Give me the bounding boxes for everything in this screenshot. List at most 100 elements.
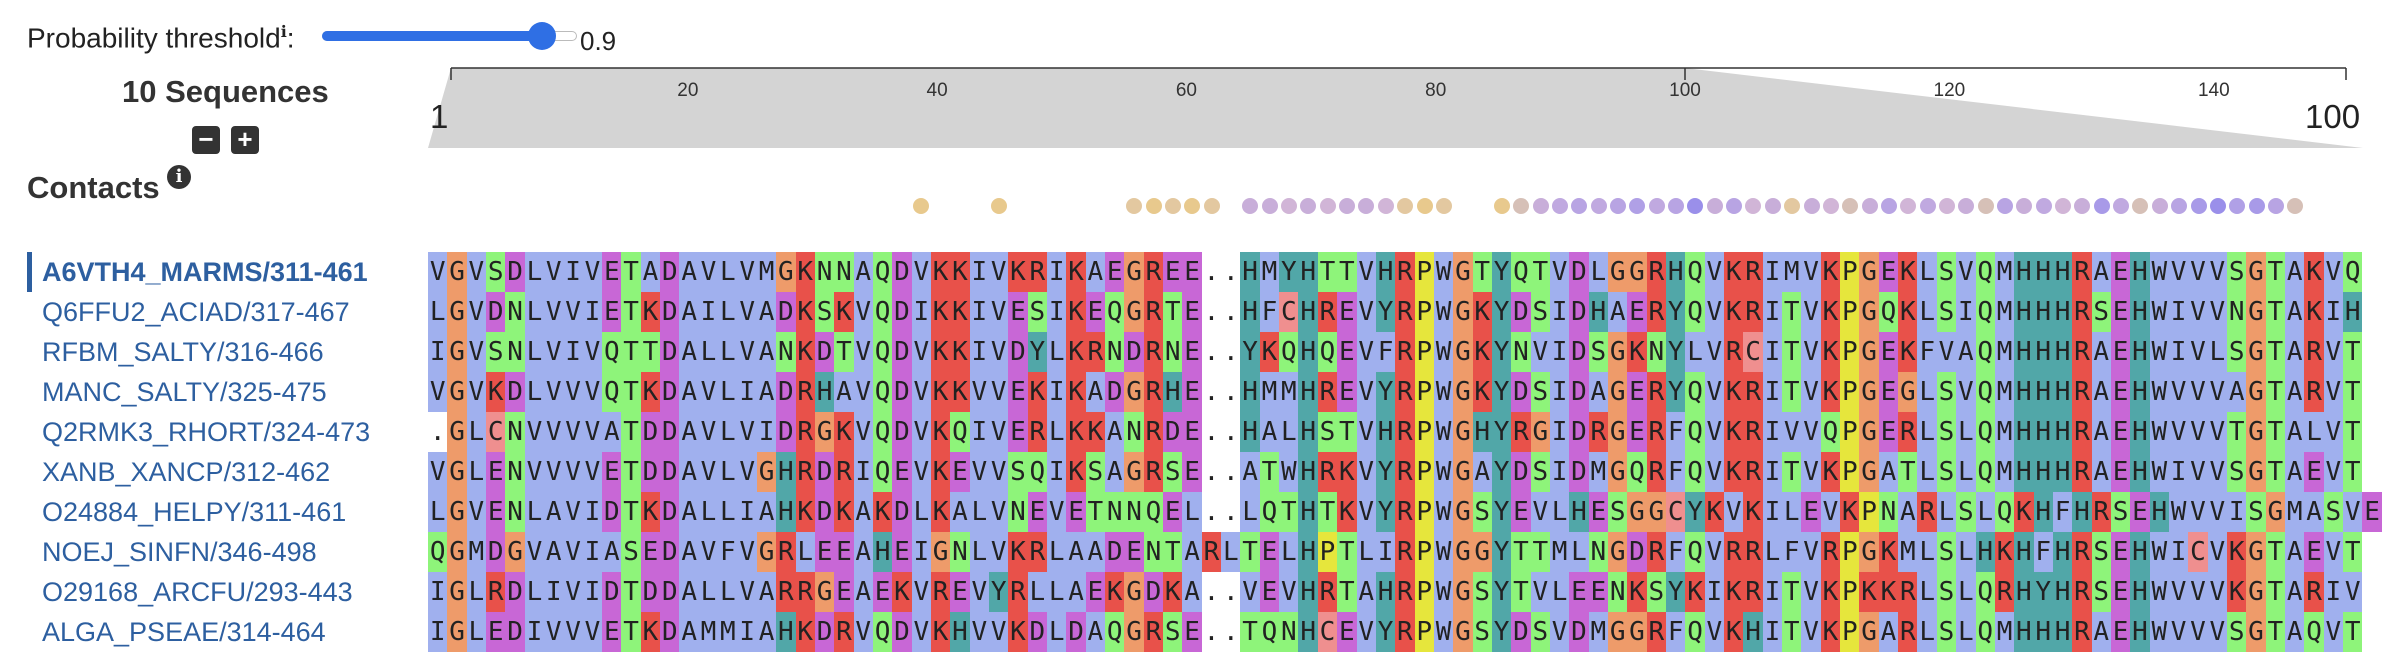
sequence-name-link[interactable]: ALGA_PSEAE/314-464 [42,617,326,647]
residue-cell[interactable]: W [1433,252,1454,292]
residue-cell[interactable]: L [524,492,545,532]
residue-cell[interactable]: R [1395,452,1415,492]
residue-cell[interactable]: Y [1666,572,1686,612]
residue-cell[interactable]: T [2265,372,2285,412]
residue-cell[interactable]: V [1356,452,1376,492]
residue-cell[interactable]: Y [1491,532,1512,572]
residue-cell[interactable]: Q [602,372,622,412]
residue-cell[interactable]: S [1936,572,1957,612]
residue-cell[interactable]: D [892,252,912,292]
residue-cell[interactable]: N [1588,532,1608,572]
contact-dot[interactable] [1319,198,1336,214]
residue-cell[interactable]: V [2188,612,2208,652]
contact-dot[interactable] [1629,198,1646,214]
residue-cell[interactable]: T [2343,612,2363,652]
residue-cell[interactable]: E [1182,412,1202,452]
residue-cell[interactable]: T [1782,292,1802,332]
residue-cell[interactable]: S [1956,492,1976,532]
residue-cell[interactable]: K [1027,372,1047,412]
residue-cell[interactable]: W [1279,452,1299,492]
residue-cell[interactable]: D [1105,372,1125,412]
residue-cell[interactable]: V [466,292,487,332]
residue-cell[interactable]: H [1298,252,1318,292]
residue-cell[interactable]: R [1143,612,1164,652]
residue-cell[interactable]: S [1530,372,1550,412]
residue-cell[interactable]: V [1356,292,1376,332]
residue-cell[interactable]: V [1047,492,1067,532]
residue-cell[interactable]: T [2265,612,2285,652]
residue-cell[interactable]: V [582,612,603,652]
residue-cell[interactable]: R [1743,292,1763,332]
residue-cell[interactable]: K [1008,612,1028,652]
residue-cell[interactable]: D [660,372,680,412]
residue-cell[interactable]: R [1395,532,1415,572]
residue-cell[interactable]: Y [2033,572,2053,612]
residue-cell[interactable]: G [1530,412,1550,452]
residue-cell[interactable]: H [2149,492,2169,532]
residue-cell[interactable]: V [1356,372,1376,412]
residue-cell[interactable]: E [486,452,506,492]
residue-cell[interactable]: R [1898,572,1918,612]
residue-cell[interactable]: R [1646,372,1666,412]
residue-cell[interactable]: A [679,252,699,292]
residue-cell[interactable]: A [756,292,777,332]
residue-cell[interactable]: E [834,532,854,572]
residue-cell[interactable]: R [1646,612,1666,652]
residue-cell[interactable]: T [2265,292,2285,332]
residue-cell[interactable]: H [1472,412,1492,452]
residue-cell[interactable]: K [1878,572,1899,612]
residue-cell[interactable]: E [1182,252,1202,292]
residue-cell[interactable]: K [1820,572,1841,612]
contacts-info-icon[interactable]: i [167,165,191,189]
residue-cell[interactable]: K [1724,292,1744,332]
sequence-name-link[interactable]: Q6FFU2_ACIAD/317-467 [42,297,350,327]
residue-cell[interactable]: K [1724,412,1744,452]
residue-cell[interactable]: S [1163,452,1183,492]
residue-cell[interactable]: V [1724,492,1744,532]
residue-cell[interactable]: G [1627,252,1647,292]
residue-cell[interactable]: S [1317,412,1338,452]
ruler-zoom-region[interactable] [428,66,2368,152]
residue-cell[interactable]: A [1259,412,1280,452]
residue-cell[interactable]: V [1801,332,1821,372]
residue-cell[interactable]: . [1201,492,1222,532]
residue-cell[interactable]: G [447,532,467,572]
residue-cell[interactable]: R [1008,572,1028,612]
residue-cell[interactable]: . [1201,252,1222,292]
residue-cell[interactable]: N [1878,492,1899,532]
residue-cell[interactable]: Q [2304,612,2324,652]
residue-cell[interactable]: K [1066,452,1086,492]
residue-cell[interactable]: R [1898,412,1918,452]
residue-cell[interactable]: N [814,252,835,292]
residue-cell[interactable]: K [2226,572,2247,612]
residue-cell[interactable]: M [1994,412,2015,452]
residue-cell[interactable]: H [1666,252,1686,292]
residue-cell[interactable]: A [2285,572,2305,612]
residue-cell[interactable]: T [621,452,641,492]
residue-cell[interactable]: V [1704,292,1725,332]
residue-cell[interactable]: P [1317,532,1338,572]
residue-cell[interactable]: I [1549,452,1570,492]
residue-cell[interactable]: K [795,492,815,532]
residue-cell[interactable]: V [737,452,757,492]
residue-cell[interactable]: V [582,372,603,412]
residue-cell[interactable]: I [1047,372,1067,412]
residue-cell[interactable]: I [428,572,448,612]
residue-cell[interactable]: N [1105,492,1125,532]
residue-cell[interactable]: W [1433,612,1454,652]
residue-cell[interactable]: V [1704,452,1725,492]
residue-cell[interactable]: A [1085,252,1106,292]
residue-cell[interactable]: K [930,412,951,452]
residue-cell[interactable]: K [1859,572,1879,612]
residue-cell[interactable]: L [1917,572,1937,612]
residue-cell[interactable]: A [834,372,854,412]
residue-cell[interactable]: K [1627,332,1647,372]
residue-cell[interactable]: V [1240,572,1260,612]
residue-cell[interactable]: L [524,332,545,372]
residue-cell[interactable]: T [1337,572,1357,612]
residue-cell[interactable]: K [1820,372,1841,412]
residue-cell[interactable]: S [2323,492,2344,532]
contact-dot[interactable] [2093,198,2110,214]
residue-cell[interactable]: L [1569,532,1589,572]
residue-cell[interactable]: V [1704,612,1725,652]
